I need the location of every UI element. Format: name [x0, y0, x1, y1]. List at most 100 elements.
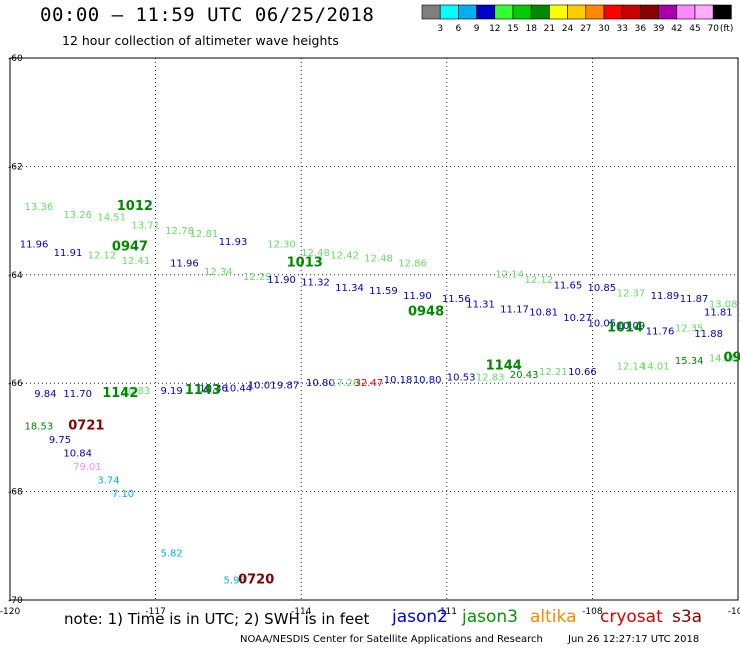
swh-label: 12.48 — [364, 253, 393, 264]
swh-label: 3.74 — [97, 475, 119, 486]
swh-label: 20.43 — [510, 370, 539, 381]
colorbar-label: 3 — [437, 24, 443, 34]
x-tick-label: -120 — [0, 607, 20, 617]
colorbar-label: 18 — [525, 24, 537, 34]
swh-label: 12.35 — [675, 324, 704, 335]
y-tick-label: -68 — [8, 488, 23, 498]
colorbar-swatch — [603, 4, 623, 20]
swh-label: 10.84 — [63, 448, 92, 459]
time-label: 1143 — [185, 383, 221, 398]
swh-label: 12.86 — [398, 259, 427, 270]
swh-label: 12.41 — [122, 256, 151, 267]
y-tick-label: -66 — [8, 379, 23, 389]
swh-label: 12.37 — [617, 288, 646, 299]
plot-frame — [9, 57, 739, 601]
x-tick-label: -105 — [728, 607, 740, 617]
swh-label: 13.30 — [738, 313, 740, 324]
y-tick-label: -60 — [8, 54, 23, 64]
colorbar-swatch — [421, 4, 441, 20]
time-label: 1142 — [102, 386, 138, 401]
credit-line: NOAA/NESDIS Center for Satellite Applica… — [240, 634, 543, 645]
swh-label: 13.26 — [63, 210, 92, 221]
swh-label: 10.85 — [588, 283, 617, 294]
y-tick-label: -64 — [8, 271, 23, 281]
colorbar-label: 30 — [598, 24, 610, 34]
swh-label: 18.53 — [25, 421, 54, 432]
swh-label: 10.44 — [224, 383, 253, 394]
swh-label: 10.27 — [563, 313, 592, 324]
swh-label: 13.08 — [709, 299, 738, 310]
swh-label: 13.36 — [25, 202, 54, 213]
swh-label: 10.18 — [384, 375, 413, 386]
swh-label: 79.01 — [73, 462, 102, 473]
swh-label: 11.65 — [554, 280, 583, 291]
mission-cryosat: cryosat — [600, 607, 663, 627]
swh-label: 14.51 — [97, 213, 126, 224]
colorbar-label: 33 — [616, 24, 627, 34]
time-label: 0721 — [68, 418, 104, 433]
y-tick-label: -62 — [8, 162, 23, 172]
swh-label: 12.48 — [301, 248, 330, 259]
swh-label: 12.34 — [204, 267, 233, 278]
swh-label: 11.90 — [403, 291, 432, 302]
colorbar-swatch — [585, 4, 605, 20]
swh-label: 10.66 — [568, 367, 597, 378]
swh-label: 9.75 — [49, 435, 71, 446]
swh-label: 12.29 — [243, 272, 272, 283]
colorbar-swatch — [567, 4, 587, 20]
y-tick-label: -70 — [8, 596, 23, 606]
swh-label: 5.82 — [160, 549, 182, 560]
swh-label: 11.56 — [442, 294, 471, 305]
swh-label: 9.87 — [277, 381, 299, 392]
swh-label: 11.88 — [694, 329, 723, 340]
colorbar-swatch — [476, 4, 496, 20]
swh-label: 13.06 — [738, 302, 740, 313]
swh-label: 12.14 — [617, 362, 646, 373]
swh-label: 12.42 — [330, 251, 359, 262]
swh-label: 5.98 — [224, 576, 246, 587]
time-label: 1144 — [486, 359, 522, 374]
swh-label: 10.81 — [529, 307, 558, 318]
swh-label: 12.14 — [495, 270, 524, 281]
colorbar-swatch — [512, 4, 532, 20]
footnote: note: 1) Time is in UTC; 2) SWH is in fe… — [64, 610, 370, 628]
time-label: 0949 — [723, 351, 740, 366]
time-label: 1013 — [287, 256, 323, 271]
swh-label: 11.31 — [466, 299, 495, 310]
colorbar-swatch — [458, 4, 477, 20]
swh-label: 9.84 — [34, 389, 56, 400]
swh-label: 11.91 — [54, 248, 83, 259]
swh-label: 12.83 — [476, 372, 505, 383]
time-label: 0720 — [238, 573, 274, 588]
swh-label: 12.21 — [539, 367, 568, 378]
colorbar-label: 70 — [707, 24, 719, 34]
swh-label: 11.81 — [704, 307, 733, 318]
time-label: 0947 — [112, 239, 148, 254]
swh-label: 11.17 — [500, 305, 529, 316]
swh-label: 14.01 — [641, 362, 670, 373]
swh-label: 11.70 — [63, 389, 92, 400]
swh-label: 10.05 — [588, 318, 617, 329]
mission-jason3: jason3 — [462, 607, 518, 627]
swh-label: 32.47 — [355, 378, 384, 389]
x-tick-label: -117 — [145, 607, 165, 617]
swh-label: 12.30 — [267, 240, 296, 251]
page-subtitle: 12 hour collection of altimeter wave hei… — [62, 33, 339, 48]
colorbar-swatch — [439, 4, 459, 20]
swh-label: 10.80 — [306, 378, 335, 389]
swh-label: 11.89 — [651, 291, 680, 302]
colorbar-unit: (ft) — [720, 24, 734, 34]
colorbar-swatch — [676, 4, 696, 20]
colorbar-label: 45 — [689, 24, 700, 34]
colorbar-swatch — [549, 4, 568, 20]
swh-label: 11.96 — [20, 240, 49, 251]
swh-label: 11.93 — [219, 237, 248, 248]
swh-label: 14.98 — [709, 354, 738, 365]
mission-jason2: jason2 — [392, 607, 448, 627]
time-label: 0948 — [408, 304, 444, 319]
swh-label: 11.34 — [335, 283, 364, 294]
swh-label: 12.12 — [524, 275, 553, 286]
swh-label: 10.36 — [199, 383, 228, 394]
colorbar-swatch — [530, 4, 550, 20]
